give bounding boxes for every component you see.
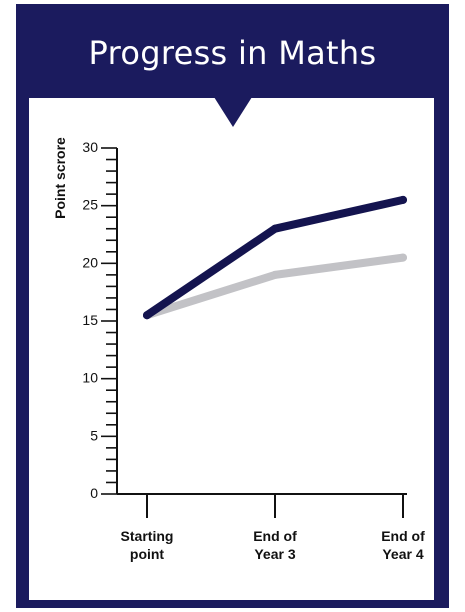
y-axis-title: Point scrore [52, 137, 68, 219]
y-tick-label: 10 [82, 370, 98, 386]
data-point [271, 224, 279, 233]
data-point [271, 270, 279, 279]
y-tick-label: 20 [82, 254, 98, 270]
data-point [399, 195, 407, 204]
y-tick-label: 30 [82, 139, 98, 155]
x-tick-label: End of Year 3 [253, 528, 297, 562]
title-pointer [214, 97, 252, 127]
chart-title: Progress in Maths [88, 34, 377, 72]
data-point [399, 253, 407, 262]
data-point [143, 311, 151, 320]
x-tick-label: Starting point [121, 528, 174, 562]
y-tick-label: 25 [82, 197, 98, 213]
y-tick-label: 0 [90, 485, 98, 501]
x-tick-label: End of Year 4 [381, 528, 425, 562]
y-tick-label: 15 [82, 312, 98, 328]
y-tick-label: 5 [90, 427, 98, 443]
chart-panel [29, 98, 434, 600]
series-line-2 [143, 195, 407, 320]
